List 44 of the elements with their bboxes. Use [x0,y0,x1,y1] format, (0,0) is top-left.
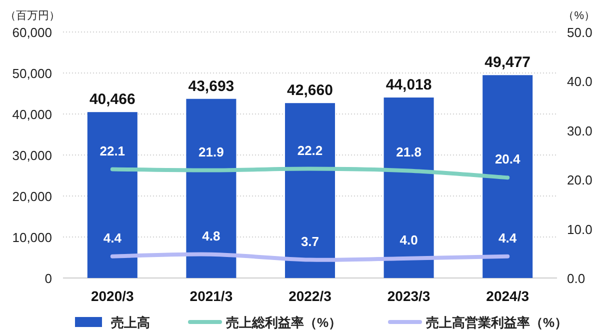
y-tick-label: 20,000 [12,189,52,204]
y-tick-label: 60,000 [12,25,52,40]
data-label: 43,693 [188,78,234,95]
x-tick-label: 2022/3 [288,288,332,304]
y-tick-label: 0 [44,271,52,286]
data-label: 3.7 [300,234,320,249]
data-label: 21.8 [396,144,422,160]
data-label: 22.1 [100,143,126,158]
y2-tick-label: 20.0 [567,172,592,188]
y-tick-label: 10,000 [12,230,52,245]
data-label: 22.2 [297,142,323,158]
x-tick-label: 2020/3 [90,288,134,304]
data-label: 20.4 [494,152,522,167]
data-label: 42,660 [287,82,333,100]
data-label: 40,466 [89,91,136,108]
data-label: 21.9 [198,144,224,160]
legend-label: 売上高営業利益率（%） [426,315,568,330]
bar [482,75,533,278]
y2-tick-label: 0.0 [567,271,586,286]
line-series [110,166,510,180]
x-tick-label: 2023/3 [387,288,430,304]
y-tick-label: 40,000 [12,107,52,122]
x-tick-label: 2024/3 [486,288,530,304]
y-tick-label: 50,000 [12,66,52,81]
data-label: 4.8 [202,228,220,244]
bar [186,98,236,278]
data-label: 4.4 [498,230,518,246]
y2-tick-label: 40.0 [567,74,592,90]
data-label: 49,477 [484,54,531,72]
data-label: 44,018 [386,76,432,94]
y-axis-title: （百万円） [5,10,60,22]
bar [285,103,335,278]
y2-axis-title: （%） [563,10,595,22]
y2-tick-label: 10.0 [567,222,592,237]
legend-label: 売上総利益率（%） [226,315,342,330]
y-tick-label: 30,000 [12,148,52,163]
bar [87,112,138,278]
y2-tick-label: 30.0 [567,123,592,138]
x-tick-label: 2021/3 [190,288,233,304]
data-label: 4.4 [103,230,122,246]
y2-tick-label: 50.0 [567,25,592,40]
legend-label: 売上高 [111,315,150,330]
bar [384,98,434,278]
data-label: 4.0 [400,232,418,248]
